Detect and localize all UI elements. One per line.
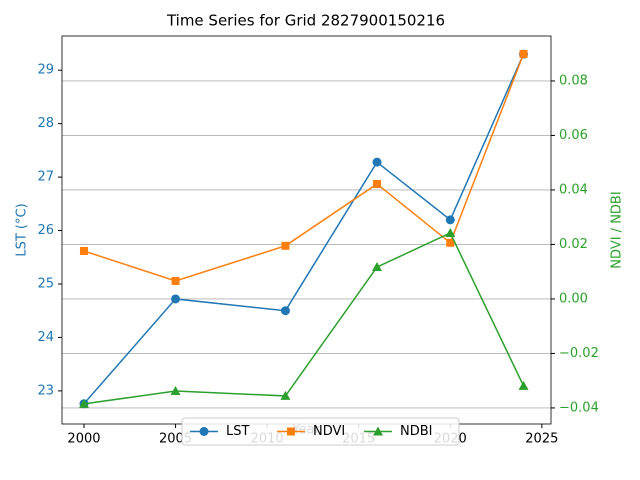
series-line: [83, 53, 525, 282]
marker: [518, 380, 529, 390]
y-axis-label: LST (°C): [15, 203, 30, 256]
y-tick-label: 28: [37, 116, 54, 131]
marker: [372, 262, 383, 272]
x-tick-label: 2025: [525, 432, 558, 447]
marker: [445, 215, 455, 225]
marker: [445, 227, 456, 237]
y2-axis-label: NDVI / NDBI: [610, 191, 625, 268]
marker: [171, 276, 180, 285]
legend-marker: [199, 427, 209, 436]
y2-tick-label: 0.04: [559, 182, 588, 197]
series-line: [83, 232, 525, 405]
legend-label: NDVI: [313, 424, 345, 439]
y-tick-label: 25: [37, 276, 54, 291]
marker: [519, 49, 528, 58]
marker: [79, 246, 88, 255]
legend: LST NDVI NDBI: [181, 417, 460, 446]
marker: [171, 294, 181, 304]
marker: [280, 306, 290, 316]
marker: [281, 241, 290, 250]
marker: [373, 179, 382, 188]
legend-marker: [287, 427, 295, 436]
y2-tick-label: 0.08: [559, 73, 588, 88]
y2-tick-label: −0.04: [559, 400, 599, 415]
marker: [78, 398, 89, 408]
y-tick-label: 27: [37, 170, 54, 185]
marker: [280, 390, 291, 400]
marker: [446, 238, 455, 247]
y-tick-label: 29: [37, 63, 54, 78]
y2-tick-label: 0.06: [559, 128, 588, 143]
legend-label: NDBI: [400, 424, 433, 439]
y2-tick-label: −0.02: [559, 346, 599, 361]
series-line: [83, 53, 525, 405]
marker: [372, 157, 382, 167]
y-tick-label: 26: [37, 223, 54, 238]
y2-tick-label: 0.00: [559, 291, 588, 306]
marker: [170, 386, 181, 396]
x-tick-label: 2000: [67, 432, 100, 447]
y-tick-label: 23: [37, 383, 54, 398]
y2-tick-label: 0.02: [559, 237, 588, 252]
chart-title: Time Series for Grid 2827900150216: [166, 12, 445, 30]
y-tick-label: 24: [37, 330, 54, 345]
legend-label: LST: [226, 424, 249, 439]
legend-marker: [373, 426, 383, 436]
legend-frame: [181, 417, 460, 446]
